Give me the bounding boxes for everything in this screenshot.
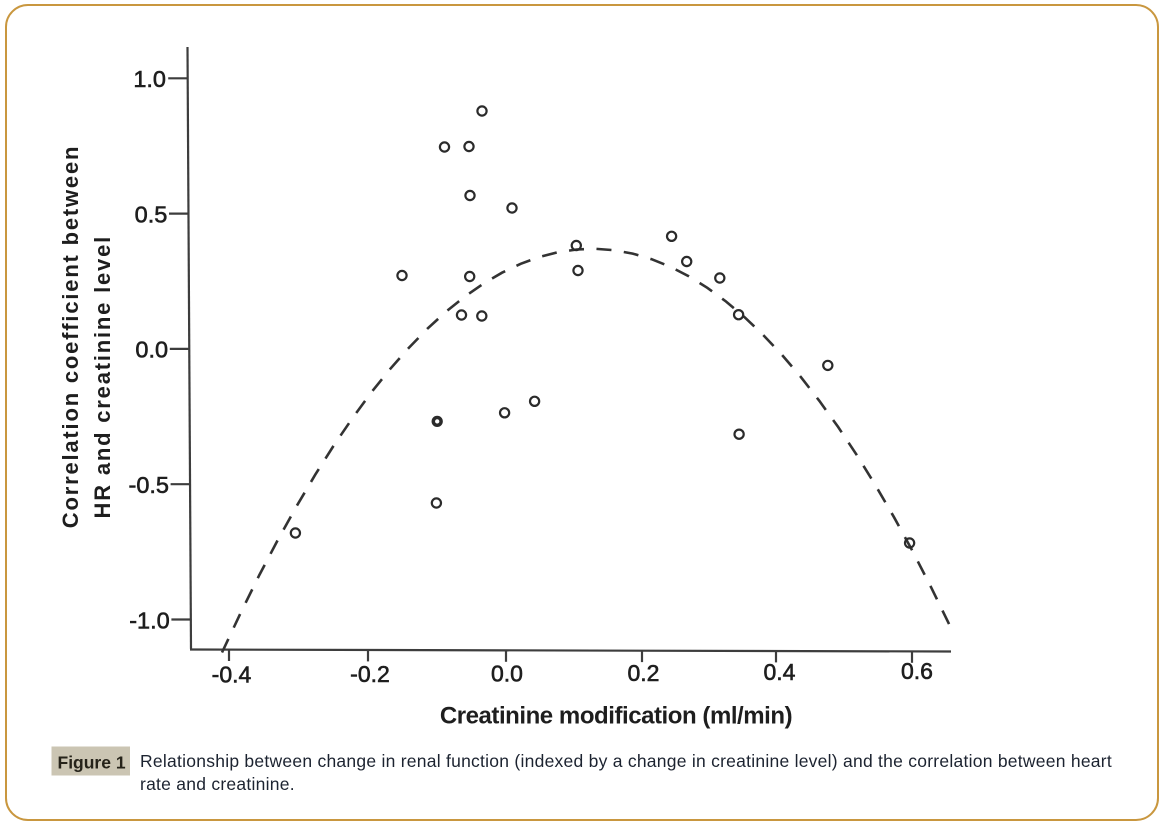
svg-text:rate and creatinine.: rate and creatinine.: [140, 774, 295, 794]
svg-text:0.5: 0.5: [135, 201, 168, 227]
svg-text:Relationship between change in: Relationship between change in renal fun…: [140, 751, 1112, 771]
svg-text:Figure 1: Figure 1: [58, 753, 126, 773]
svg-text:0.0: 0.0: [491, 661, 523, 687]
svg-text:0.4: 0.4: [764, 659, 796, 685]
svg-text:-1.0: -1.0: [129, 607, 170, 633]
svg-text:HR and creatinine level: HR and creatinine level: [90, 235, 115, 519]
svg-text:Creatinine modification (ml/mi: Creatinine modification (ml/min): [440, 703, 792, 730]
svg-text:0.0: 0.0: [135, 337, 168, 363]
svg-text:-0.4: -0.4: [212, 662, 252, 688]
svg-text:1.0: 1.0: [133, 66, 166, 92]
svg-text:0.2: 0.2: [628, 660, 660, 686]
svg-text:0.6: 0.6: [901, 658, 933, 684]
svg-text:Correlation coefficient betwee: Correlation coefficient between: [58, 145, 83, 528]
svg-text:-0.5: -0.5: [129, 472, 170, 498]
svg-text:-0.2: -0.2: [350, 661, 390, 687]
